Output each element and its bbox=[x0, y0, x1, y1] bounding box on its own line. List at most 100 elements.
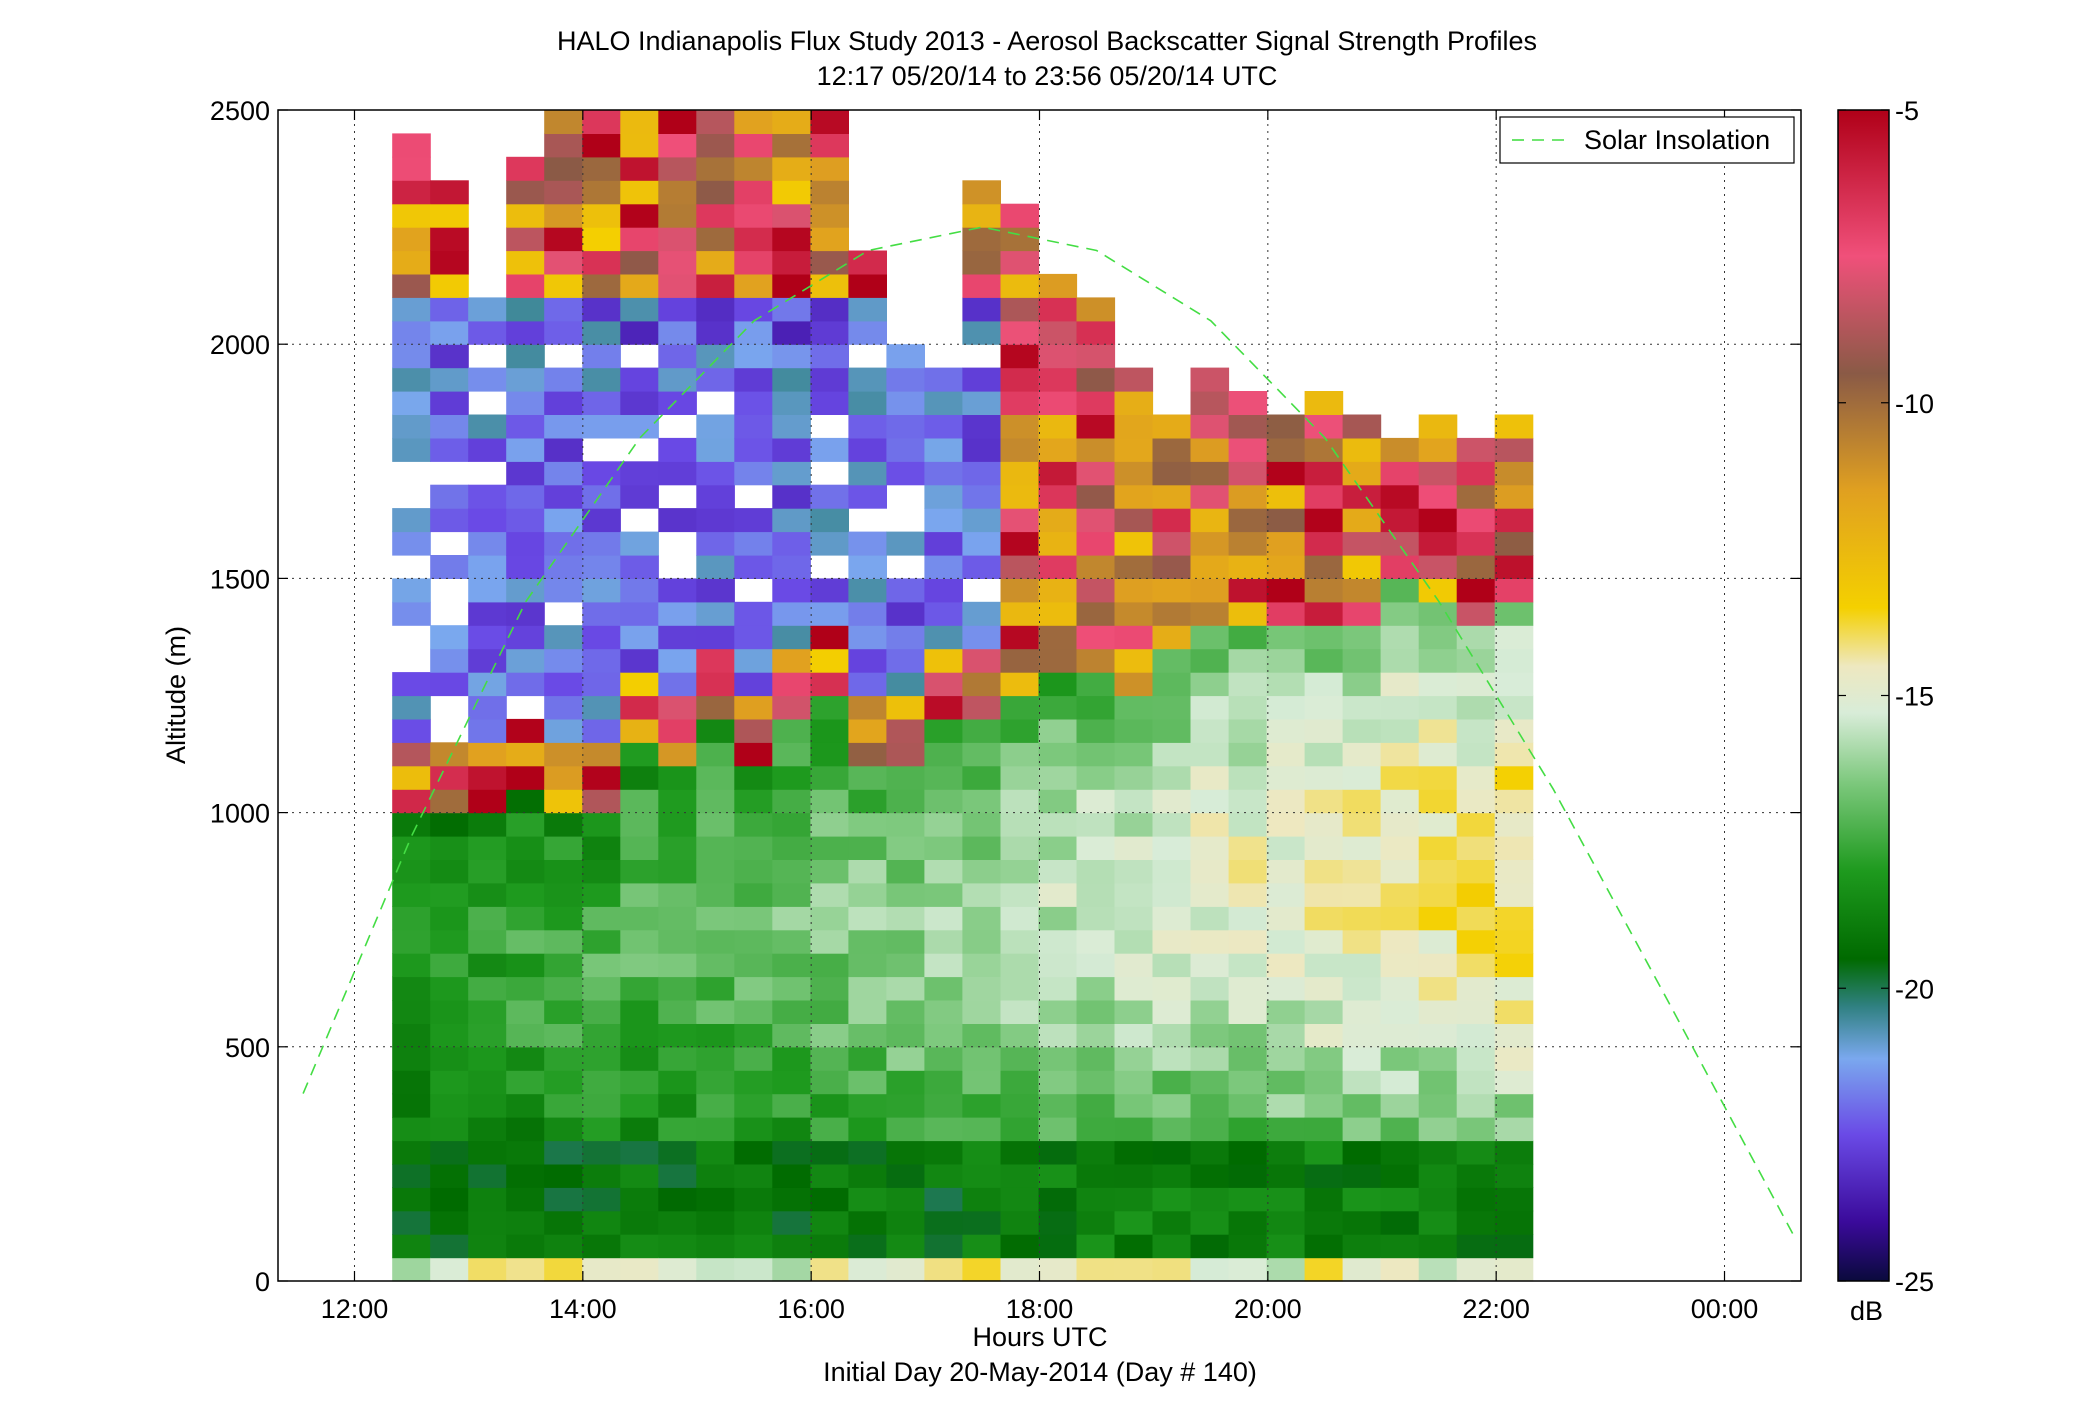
heatmap-cell bbox=[1418, 1000, 1458, 1024]
heatmap-cell bbox=[658, 1210, 697, 1235]
heatmap-cell bbox=[1076, 555, 1116, 579]
heatmap-cell bbox=[1266, 859, 1306, 884]
heatmap-cell bbox=[1152, 414, 1192, 439]
heatmap-cell bbox=[1380, 742, 1420, 767]
heatmap-cell bbox=[924, 625, 963, 650]
heatmap-cell bbox=[1342, 765, 1382, 790]
heatmap-cell bbox=[1228, 836, 1268, 860]
heatmap-cell bbox=[582, 672, 621, 697]
heatmap-cell bbox=[1342, 601, 1382, 626]
heatmap-cell bbox=[734, 180, 773, 205]
heatmap-cell bbox=[810, 227, 849, 252]
heatmap-cell bbox=[506, 953, 545, 978]
heatmap-cell bbox=[810, 1046, 849, 1071]
heatmap-cell bbox=[506, 1046, 545, 1071]
heatmap-cell bbox=[962, 836, 1001, 860]
heatmap-cell bbox=[734, 156, 773, 181]
heatmap-cell bbox=[1038, 859, 1078, 884]
heatmap-cell bbox=[886, 1140, 925, 1165]
heatmap-cell bbox=[1418, 484, 1458, 509]
heatmap-cell bbox=[1152, 1257, 1192, 1282]
heatmap-cell bbox=[1114, 1093, 1154, 1118]
heatmap-cell bbox=[658, 1023, 697, 1048]
heatmap-cell bbox=[506, 672, 545, 697]
heatmap-cell bbox=[734, 391, 773, 415]
heatmap-cell bbox=[468, 882, 507, 907]
chart-title: HALO Indianapolis Flux Study 2013 - Aero… bbox=[557, 26, 1537, 56]
heatmap-cell bbox=[1190, 484, 1230, 509]
heatmap-cell bbox=[582, 320, 621, 345]
heatmap-cell bbox=[544, 180, 583, 205]
heatmap-cell bbox=[506, 180, 545, 205]
heatmap-cell bbox=[1494, 976, 1534, 1001]
heatmap-cell bbox=[1380, 906, 1420, 931]
heatmap-cell bbox=[1190, 367, 1230, 392]
heatmap-cell bbox=[810, 578, 849, 603]
heatmap-cell bbox=[392, 273, 431, 298]
heatmap-cell bbox=[468, 859, 507, 884]
heatmap-cell bbox=[1152, 695, 1192, 720]
heatmap-cell bbox=[1342, 882, 1382, 907]
heatmap-cell bbox=[544, 789, 583, 814]
heatmap-cell bbox=[1038, 929, 1078, 954]
heatmap-cell bbox=[810, 508, 849, 533]
heatmap-cell bbox=[772, 344, 811, 369]
heatmap-cell bbox=[1380, 1000, 1420, 1024]
heatmap-cell bbox=[962, 414, 1001, 439]
heatmap-cell bbox=[1190, 953, 1230, 978]
heatmap-cell bbox=[658, 1140, 697, 1165]
heatmap-cell bbox=[1304, 765, 1344, 790]
heatmap-cell bbox=[1418, 1070, 1458, 1095]
heatmap-cell bbox=[772, 180, 811, 205]
heatmap-cell bbox=[696, 742, 735, 767]
heatmap-cell bbox=[924, 578, 963, 603]
heatmap-cell bbox=[810, 133, 849, 158]
heatmap-cell bbox=[1456, 484, 1496, 509]
heatmap-cell bbox=[1380, 765, 1420, 790]
heatmap-cell bbox=[468, 320, 507, 345]
heatmap-cell bbox=[1342, 508, 1382, 533]
heatmap-cell bbox=[620, 1187, 659, 1212]
heatmap-cell bbox=[620, 1023, 659, 1048]
heatmap-cell bbox=[886, 1070, 925, 1095]
heatmap-cell bbox=[1380, 601, 1420, 626]
heatmap-cell bbox=[1494, 531, 1534, 556]
heatmap-cell bbox=[886, 929, 925, 954]
heatmap-cell bbox=[506, 1257, 545, 1282]
heatmap-cell bbox=[696, 1234, 735, 1259]
heatmap-cell bbox=[1494, 1046, 1534, 1071]
heatmap-cell bbox=[734, 367, 773, 392]
heatmap-cell bbox=[658, 437, 697, 462]
heatmap-cell bbox=[392, 133, 431, 158]
heatmap-cell bbox=[392, 812, 431, 837]
heatmap-cell bbox=[924, 859, 963, 884]
heatmap-cell bbox=[810, 1210, 849, 1235]
heatmap-cell bbox=[1076, 1093, 1116, 1118]
heatmap-cell bbox=[658, 180, 697, 205]
heatmap-cell bbox=[1076, 625, 1116, 650]
heatmap-cell bbox=[582, 906, 621, 931]
heatmap-cell bbox=[468, 742, 507, 767]
heatmap-cell bbox=[1304, 789, 1344, 814]
heatmap-cell bbox=[1304, 555, 1344, 579]
heatmap-cell bbox=[658, 297, 697, 322]
heatmap-cell bbox=[658, 648, 697, 673]
heatmap-cell bbox=[506, 1187, 545, 1212]
heatmap-cell bbox=[1304, 953, 1344, 978]
heatmap-cell bbox=[468, 1257, 507, 1282]
heatmap-cell bbox=[1456, 555, 1496, 579]
heatmap-cell bbox=[1038, 1140, 1078, 1165]
heatmap-cell bbox=[658, 812, 697, 837]
heatmap-cell bbox=[620, 1046, 659, 1071]
heatmap-cell bbox=[734, 625, 773, 650]
heatmap-cell bbox=[1494, 789, 1534, 814]
heatmap-cell bbox=[696, 1070, 735, 1095]
heatmap-cell bbox=[582, 882, 621, 907]
legend: Solar Insolation bbox=[1499, 116, 1795, 164]
heatmap-cell bbox=[1418, 1187, 1458, 1212]
heatmap-cell bbox=[392, 601, 431, 626]
heatmap-cell bbox=[430, 1093, 469, 1118]
heatmap-cell bbox=[620, 648, 659, 673]
heatmap-cell bbox=[544, 953, 583, 978]
heatmap-cell bbox=[810, 812, 849, 837]
